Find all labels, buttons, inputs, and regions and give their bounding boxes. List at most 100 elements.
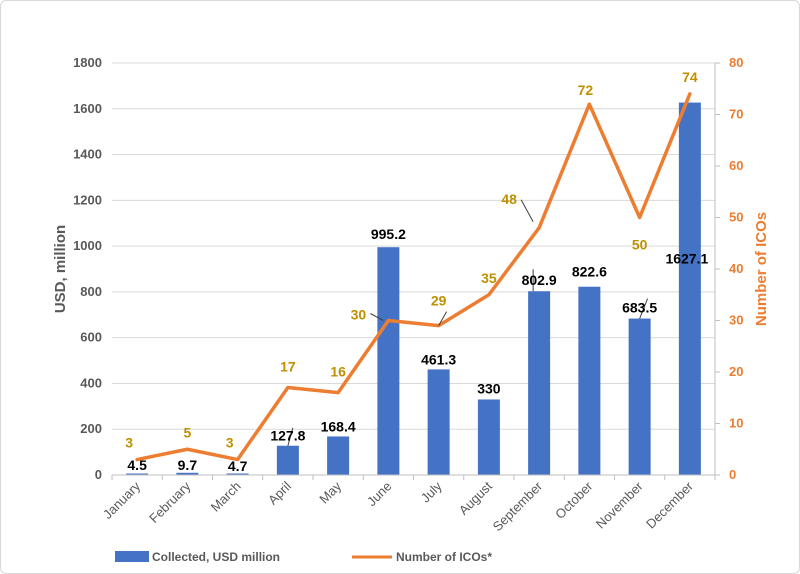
x-tick-label: April	[265, 478, 294, 507]
bar-data-label: 168.4	[321, 418, 356, 434]
left-tick-label: 1200	[73, 192, 102, 207]
left-tick-label: 400	[80, 375, 102, 390]
leader-line	[438, 311, 448, 326]
left-tick-label: 600	[80, 330, 102, 345]
x-tick-label: February	[146, 478, 194, 526]
gridlines	[112, 62, 715, 430]
bar-data-label: 1627.1	[665, 251, 708, 267]
bar	[477, 399, 500, 475]
bar	[427, 369, 450, 475]
bar-data-label: 127.8	[270, 428, 305, 444]
line-data-label: 30	[351, 307, 367, 323]
line-point	[537, 226, 541, 230]
line-data-label: 35	[481, 270, 497, 286]
left-tick-label: 0	[95, 467, 102, 482]
x-tick-label: November	[593, 478, 646, 531]
bar	[176, 472, 199, 475]
line-data-label: 48	[501, 191, 517, 207]
bar-data-label: 802.9	[522, 272, 557, 288]
left-tick-label: 1000	[73, 238, 102, 253]
line-point	[135, 458, 139, 462]
line-point	[487, 293, 491, 297]
line-point	[386, 319, 390, 322]
bar	[126, 473, 149, 475]
left-tick-label: 800	[80, 284, 102, 299]
bar	[327, 436, 350, 475]
bar-data-label: 461.3	[421, 351, 456, 367]
right-tick-label: 60	[729, 158, 743, 173]
left-axis-ticks: 0 200 400 600 800 1000 1200 1400 1600 1800	[73, 55, 102, 482]
x-tick-label: September	[490, 478, 546, 534]
right-tick-label: 20	[729, 364, 743, 379]
x-tick-label: July	[418, 478, 445, 505]
bar	[528, 291, 551, 475]
bar-data-labels: 4.5 9.7 4.7127.8168.4995.2461.3330802.9822…	[127, 226, 708, 474]
right-axis-ticks: 0 10 20 30 40 50 60 70 80	[715, 55, 743, 482]
bar	[678, 102, 701, 475]
line-point	[286, 385, 290, 389]
line-point	[185, 447, 189, 451]
line-point	[336, 391, 340, 395]
bar	[276, 445, 299, 475]
right-tick-label: 0	[729, 467, 736, 482]
bar	[578, 286, 601, 475]
legend: Collected, USD million Number of ICOs*	[115, 550, 492, 564]
legend-bar-label: Collected, USD million	[152, 550, 280, 564]
x-tick-label: March	[208, 479, 244, 515]
line-point	[236, 458, 240, 462]
leader-line	[639, 298, 649, 319]
bar	[628, 318, 651, 475]
bar-data-label: 995.2	[371, 226, 406, 242]
x-tick-label: August	[456, 478, 495, 517]
line-series-path	[135, 92, 692, 462]
line-data-label: 50	[632, 237, 648, 253]
legend-bar-swatch	[115, 551, 149, 562]
leader-lines	[287, 199, 649, 446]
line-point	[638, 216, 642, 219]
right-tick-label: 40	[729, 261, 743, 276]
bar	[226, 473, 249, 475]
x-tick-label: October	[552, 478, 596, 522]
bar-data-label: 683.5	[622, 300, 657, 316]
x-tick-label: December	[643, 478, 696, 531]
line-data-label: 5	[183, 424, 191, 440]
x-tick-label: May	[316, 478, 344, 506]
legend-line-label: Number of ICOs*	[396, 550, 492, 564]
right-tick-label: 80	[729, 55, 743, 70]
right-tick-label: 50	[729, 210, 743, 225]
line-data-label: 3	[226, 435, 234, 451]
line-data-label: 72	[578, 82, 594, 98]
leader-line	[520, 199, 534, 223]
bar-data-label: 4.7	[228, 458, 248, 474]
bar-data-label: 822.6	[572, 264, 607, 280]
left-tick-label: 200	[80, 421, 102, 436]
left-axis-title: USD, million	[52, 225, 69, 313]
x-tick-label: January	[100, 478, 144, 522]
line-series	[135, 92, 692, 462]
left-tick-label: 1400	[73, 147, 102, 162]
leader-line	[287, 427, 294, 446]
bar	[377, 247, 400, 475]
bar-data-label: 4.5	[127, 457, 147, 473]
right-tick-label: 70	[729, 107, 743, 122]
line-point	[587, 102, 591, 106]
x-tick-label: June	[364, 479, 395, 510]
leader-line	[370, 313, 384, 321]
right-tick-label: 30	[729, 313, 743, 328]
right-tick-label: 10	[729, 416, 743, 431]
line-data-label: 17	[280, 358, 296, 374]
bar-data-label: 330	[477, 380, 501, 396]
line-data-label: 16	[330, 364, 346, 380]
line-data-label: 29	[431, 293, 447, 309]
line-data-label: 74	[682, 69, 698, 85]
line-data-label: 3	[125, 435, 133, 451]
line-point	[688, 92, 692, 96]
right-axis-title: Number of ICOs	[753, 212, 770, 326]
bar-series	[126, 102, 701, 475]
left-tick-label: 1600	[73, 101, 102, 116]
left-tick-label: 1800	[73, 55, 102, 70]
x-axis-ticks: January February March April May June July Augu…	[100, 475, 716, 534]
